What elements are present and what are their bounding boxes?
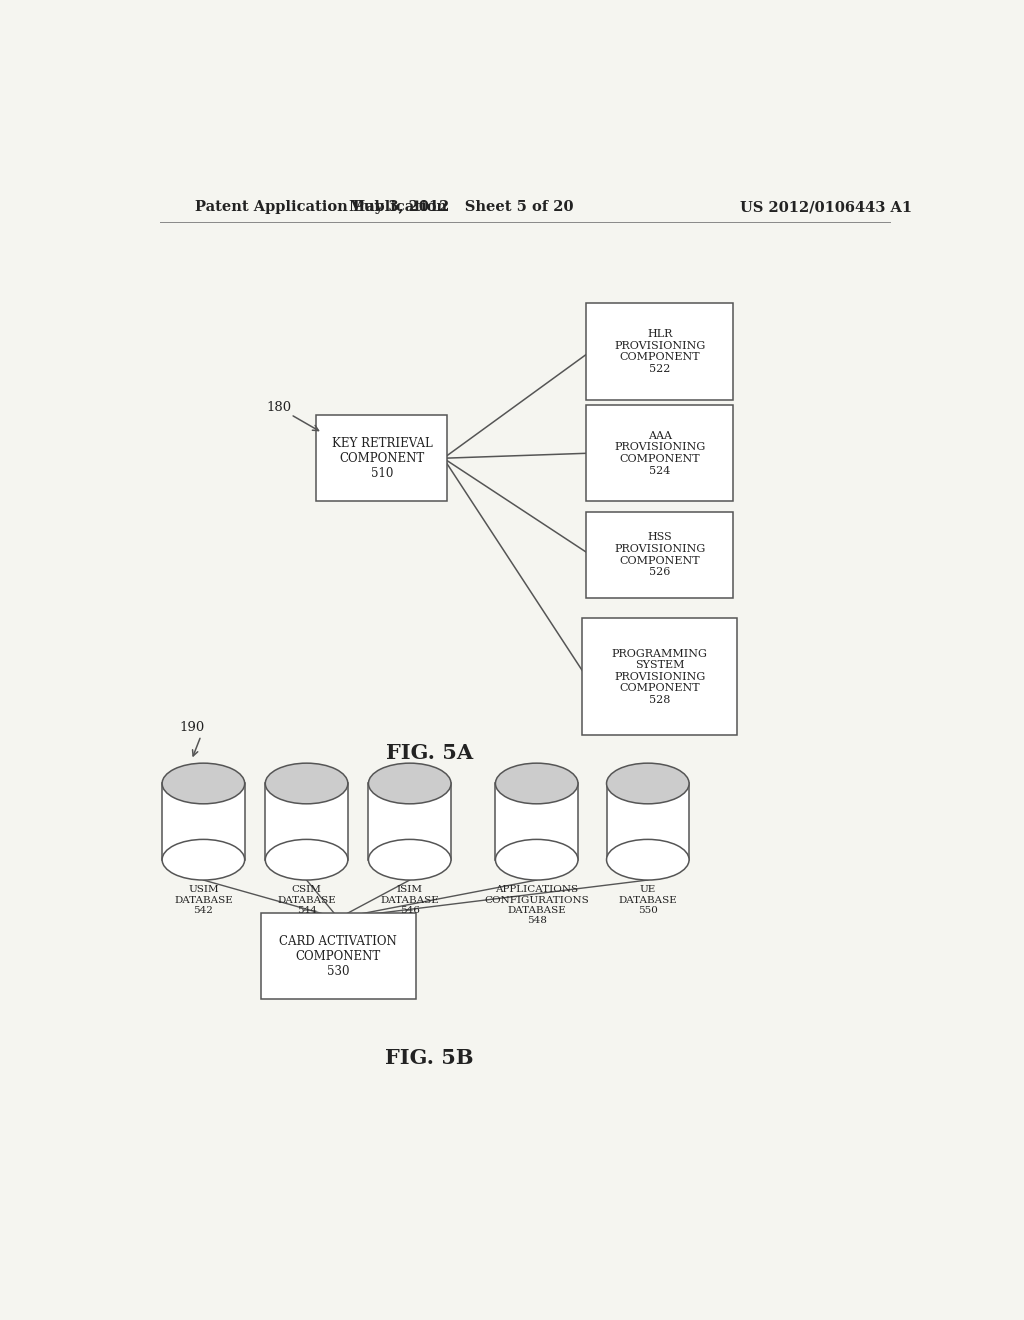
Ellipse shape bbox=[606, 840, 689, 880]
Polygon shape bbox=[265, 784, 348, 859]
Text: ISIM
DATABASE
546: ISIM DATABASE 546 bbox=[380, 886, 439, 915]
FancyBboxPatch shape bbox=[316, 414, 447, 502]
Ellipse shape bbox=[496, 840, 578, 880]
Text: FIG. 5B: FIG. 5B bbox=[385, 1048, 474, 1068]
Ellipse shape bbox=[162, 763, 245, 804]
Polygon shape bbox=[606, 784, 689, 859]
FancyBboxPatch shape bbox=[261, 913, 416, 999]
Text: 190: 190 bbox=[179, 721, 205, 734]
Ellipse shape bbox=[369, 840, 451, 880]
FancyBboxPatch shape bbox=[587, 405, 733, 502]
Text: CARD ACTIVATION
COMPONENT
530: CARD ACTIVATION COMPONENT 530 bbox=[280, 935, 397, 978]
Polygon shape bbox=[496, 784, 578, 859]
Ellipse shape bbox=[265, 763, 348, 804]
Text: KEY RETRIEVAL
COMPONENT
510: KEY RETRIEVAL COMPONENT 510 bbox=[332, 437, 432, 479]
Ellipse shape bbox=[496, 763, 578, 804]
Text: HLR
PROVISIONING
COMPONENT
522: HLR PROVISIONING COMPONENT 522 bbox=[614, 329, 706, 374]
FancyBboxPatch shape bbox=[587, 512, 733, 598]
FancyBboxPatch shape bbox=[587, 304, 733, 400]
Text: PROGRAMMING
SYSTEM
PROVISIONING
COMPONENT
528: PROGRAMMING SYSTEM PROVISIONING COMPONEN… bbox=[611, 648, 708, 705]
Text: HSS
PROVISIONING
COMPONENT
526: HSS PROVISIONING COMPONENT 526 bbox=[614, 532, 706, 577]
Ellipse shape bbox=[265, 840, 348, 880]
Text: US 2012/0106443 A1: US 2012/0106443 A1 bbox=[740, 201, 912, 214]
Polygon shape bbox=[162, 784, 245, 859]
Text: FIG. 5A: FIG. 5A bbox=[386, 743, 473, 763]
FancyBboxPatch shape bbox=[583, 618, 737, 735]
Text: UE
DATABASE
550: UE DATABASE 550 bbox=[618, 886, 677, 915]
Text: AAA
PROVISIONING
COMPONENT
524: AAA PROVISIONING COMPONENT 524 bbox=[614, 430, 706, 475]
Text: Patent Application Publication: Patent Application Publication bbox=[196, 201, 447, 214]
Polygon shape bbox=[369, 784, 451, 859]
Ellipse shape bbox=[606, 763, 689, 804]
Text: APPLICATIONS
CONFIGURATIONS
DATABASE
548: APPLICATIONS CONFIGURATIONS DATABASE 548 bbox=[484, 886, 589, 925]
Text: CSIM
DATABASE
544: CSIM DATABASE 544 bbox=[278, 886, 336, 915]
Ellipse shape bbox=[162, 840, 245, 880]
Text: 180: 180 bbox=[267, 401, 292, 414]
Ellipse shape bbox=[369, 763, 451, 804]
Text: May 3, 2012   Sheet 5 of 20: May 3, 2012 Sheet 5 of 20 bbox=[349, 201, 573, 214]
Text: USIM
DATABASE
542: USIM DATABASE 542 bbox=[174, 886, 232, 915]
